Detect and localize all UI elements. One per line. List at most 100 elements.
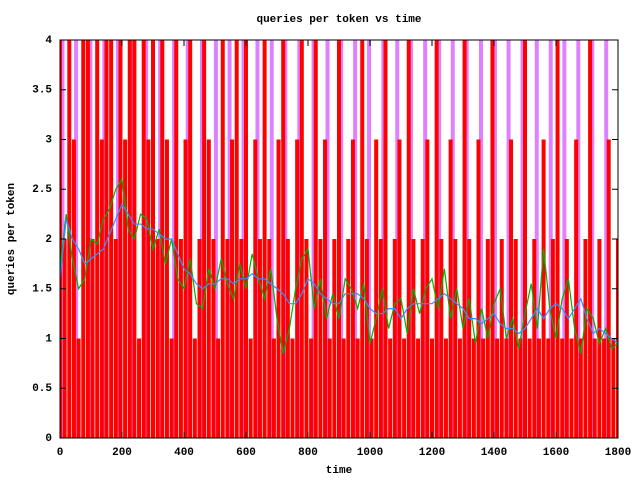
impulse [174,40,179,438]
impulse [550,239,555,438]
impulse [574,139,579,438]
impulse [590,40,595,438]
impulse [327,338,332,438]
impulse [527,338,532,438]
impulse [555,40,560,438]
impulse [534,40,539,438]
impulse [309,338,314,438]
impulse [406,40,411,438]
impulse [262,40,267,438]
impulse [269,40,274,438]
impulse [164,139,169,438]
impulse [113,239,118,438]
y-tick-label: 2.5 [32,184,52,196]
impulse [160,40,165,438]
impulse [144,40,149,438]
impulse [562,40,567,438]
y-tick-label: 3.5 [32,85,52,97]
impulse [129,40,134,438]
impulse [439,239,444,438]
impulse [604,40,609,438]
impulse [337,40,341,438]
impulse [115,40,120,438]
impulse [416,338,421,438]
impulse [490,40,495,438]
plot-area [60,40,618,438]
impulse [548,40,553,438]
impulse [323,139,328,438]
y-tick-label: 0.5 [32,383,52,395]
impulse [104,40,109,438]
x-tick-label: 0 [57,447,64,459]
impulse [448,139,453,438]
impulse [541,139,546,438]
impulse [588,40,593,438]
impulse [151,40,155,438]
impulse [230,139,235,438]
impulse [341,338,346,438]
impulse [402,338,407,438]
y-tick-label: 4 [45,35,52,47]
impulse [220,40,225,438]
impulse [478,40,483,438]
impulse [285,239,290,438]
impulse [118,40,123,438]
impulse [85,40,90,438]
impulse [378,239,383,438]
y-tick-label: 3 [45,134,52,146]
line [60,177,618,354]
impulse [211,239,216,438]
impulse [123,139,128,438]
impulse [95,40,100,438]
impulse [74,40,79,438]
impulse [576,40,581,438]
impulse [281,40,286,438]
impulse [420,239,425,438]
impulse [453,239,458,438]
impulse [172,40,177,438]
impulse [425,139,430,438]
impulse [127,40,132,438]
impulse [546,338,551,438]
impulse [495,338,500,438]
impulse [99,139,104,438]
impulse [606,139,611,438]
x-tick-label: 1600 [543,447,569,459]
y-tick-label: 1 [45,333,52,345]
impulse [430,338,434,438]
impulse [467,239,472,438]
impulse [267,239,272,438]
impulse [367,40,372,438]
impulse [560,338,565,438]
x-tick-label: 800 [298,447,318,459]
impulse [509,139,514,438]
impulse [583,239,588,438]
impulse [102,40,107,438]
impulse [520,40,525,438]
impulse [381,40,386,438]
impulse [248,338,253,438]
impulse [158,40,163,438]
impulse [297,40,302,438]
x-tick-label: 1000 [357,447,383,459]
impulse [227,40,232,438]
impulse [355,338,360,438]
impulse [506,40,511,438]
impulse [369,338,374,438]
impulse [434,40,439,438]
impulse [241,40,246,438]
y-tick-label: 2 [45,234,52,246]
impulse [592,338,597,438]
impulse [311,40,316,438]
impulse [374,139,379,438]
impulse [178,239,183,438]
line [60,202,618,344]
impulse [199,40,204,438]
impulse [276,139,281,438]
impulse [353,40,358,438]
impulse [206,139,211,438]
impulse [76,338,81,438]
impulse [299,40,304,438]
